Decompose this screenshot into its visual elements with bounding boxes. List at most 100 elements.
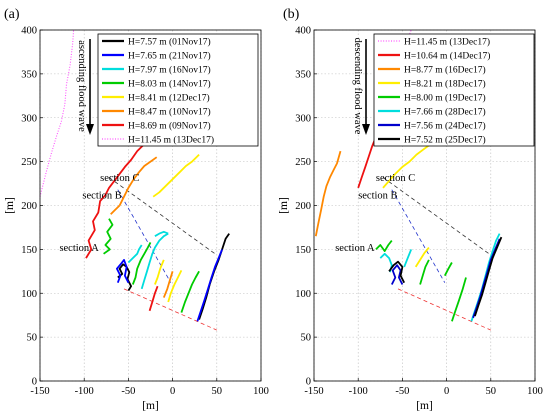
legend-entry: H=11.45 m (13Dec17) (128, 134, 214, 145)
y-tick-label: 300 (295, 113, 311, 124)
section-label: section C (376, 173, 415, 184)
legend-entry: H=7.56 m (24Dec17) (404, 120, 486, 131)
x-tick-label: 0 (170, 386, 175, 397)
y-tick-label: 300 (21, 113, 37, 124)
y-tick-label: 0 (32, 377, 37, 388)
legend: H=7.57 m (01Nov17) H=7.65 m (21Nov17) H=7.… (97, 33, 259, 147)
legend-entry: H=7.57 m (01Nov17) (128, 36, 211, 47)
legend-entry: H=8.69 m (09Nov17) (128, 120, 211, 131)
series-line (103, 218, 114, 255)
series-line (148, 285, 159, 312)
legend-box (97, 33, 259, 147)
x-tick-label: 50 (486, 386, 497, 397)
series-8 (388, 236, 503, 317)
series-line (180, 270, 200, 313)
legend-entry: H=11.45 m (13Dec17) (404, 36, 490, 47)
y-tick-label: 200 (295, 201, 311, 212)
legend-entry: H=7.52 m (25Dec17) (404, 134, 486, 145)
legend-entry: H=7.66 m (28Dec17) (404, 106, 486, 117)
section-line (117, 189, 172, 283)
series-line (414, 247, 430, 268)
series-6 (110, 156, 174, 298)
legend: H=11.45 m (13Dec17) H=10.64 m (14Dec17) H=… (373, 33, 535, 147)
section-label: section B (82, 190, 121, 201)
series-4 (382, 143, 432, 268)
series-3 (314, 150, 342, 237)
series-line (443, 262, 453, 277)
arrow-label: ascending flood wave (76, 40, 87, 132)
legend-entry: H=7.65 m (21Nov17) (128, 50, 211, 61)
y-tick-label: 400 (21, 26, 37, 37)
section-line (391, 189, 446, 283)
series-7 (390, 238, 501, 319)
series-5 (375, 240, 467, 322)
x-tick-label: 100 (253, 386, 269, 397)
chart-panel-2: section A section B section C -150 -100 -50 0 5… (278, 7, 543, 412)
y-tick-label: 200 (21, 201, 37, 212)
series-line (39, 29, 75, 197)
y-tick-label: 400 (295, 26, 311, 37)
series-2 (116, 249, 223, 322)
legend-entry: H=8.00 m (19Dec17) (404, 92, 486, 103)
x-axis-label: [m] (142, 400, 159, 412)
y-tick-label: 350 (295, 69, 311, 80)
series-3 (127, 230, 169, 290)
series-line (388, 260, 406, 284)
y-tick-label: 150 (21, 245, 37, 256)
section-line (397, 288, 491, 331)
series-line (314, 150, 342, 237)
panel-label: (b) (283, 7, 300, 22)
series-line (162, 271, 174, 298)
y-tick-label: 150 (295, 245, 311, 256)
y-tick-label: 0 (306, 377, 311, 388)
series-line (131, 241, 152, 285)
section-label: section C (100, 173, 139, 184)
series-8 (39, 29, 75, 197)
series-line (110, 204, 121, 215)
panel-label: (a) (4, 7, 20, 22)
series-line (140, 232, 169, 290)
legend-entry: H=7.97 m (16Nov17) (128, 64, 211, 75)
x-tick-label: 0 (444, 386, 449, 397)
series-5 (152, 153, 200, 303)
series-line (196, 249, 223, 322)
series-line (472, 238, 501, 319)
y-tick-label: 250 (21, 157, 37, 168)
x-tick-label: 100 (527, 386, 543, 397)
x-tick-label: -50 (395, 386, 409, 397)
y-tick-label: 350 (21, 69, 37, 80)
legend-entry: H=8.41 m (12Dec17) (128, 92, 210, 103)
chart-panel-1: section A section B section C -150 -100 -50 0 5… (4, 7, 269, 412)
section-line (123, 288, 217, 331)
series-line (382, 143, 432, 189)
series-line (154, 259, 165, 285)
x-axis-label: [m] (416, 400, 433, 412)
series-line (403, 249, 413, 268)
y-tick-label: 100 (21, 289, 37, 300)
section-line (382, 177, 490, 255)
x-tick-label: -150 (304, 386, 323, 397)
legend-entry: H=8.47 m (10Nov17) (128, 106, 211, 117)
series-line (390, 264, 404, 285)
series-4 (103, 218, 200, 313)
x-tick-label: -150 (30, 386, 49, 397)
series-line (152, 153, 200, 198)
x-tick-label: -50 (121, 386, 135, 397)
legend-box (373, 33, 535, 147)
arrow-head (362, 124, 370, 135)
series-line (167, 270, 183, 303)
series-line (451, 277, 467, 322)
y-tick-label: 50 (27, 333, 38, 344)
section-label: section A (335, 243, 375, 254)
series-line (116, 259, 130, 284)
y-axis-label: [m] (278, 197, 290, 214)
legend-entry: H=8.03 m (14Nov17) (128, 78, 211, 89)
legend-entry: H=8.77 m (16Dec17) (404, 64, 486, 75)
y-tick-label: 250 (295, 157, 311, 168)
x-tick-label: -100 (75, 386, 94, 397)
legend-entry: H=10.64 m (14Dec17) (404, 50, 490, 61)
series-line (375, 240, 393, 252)
y-tick-label: 50 (301, 333, 312, 344)
series-line (419, 259, 430, 285)
series-line (118, 156, 158, 206)
